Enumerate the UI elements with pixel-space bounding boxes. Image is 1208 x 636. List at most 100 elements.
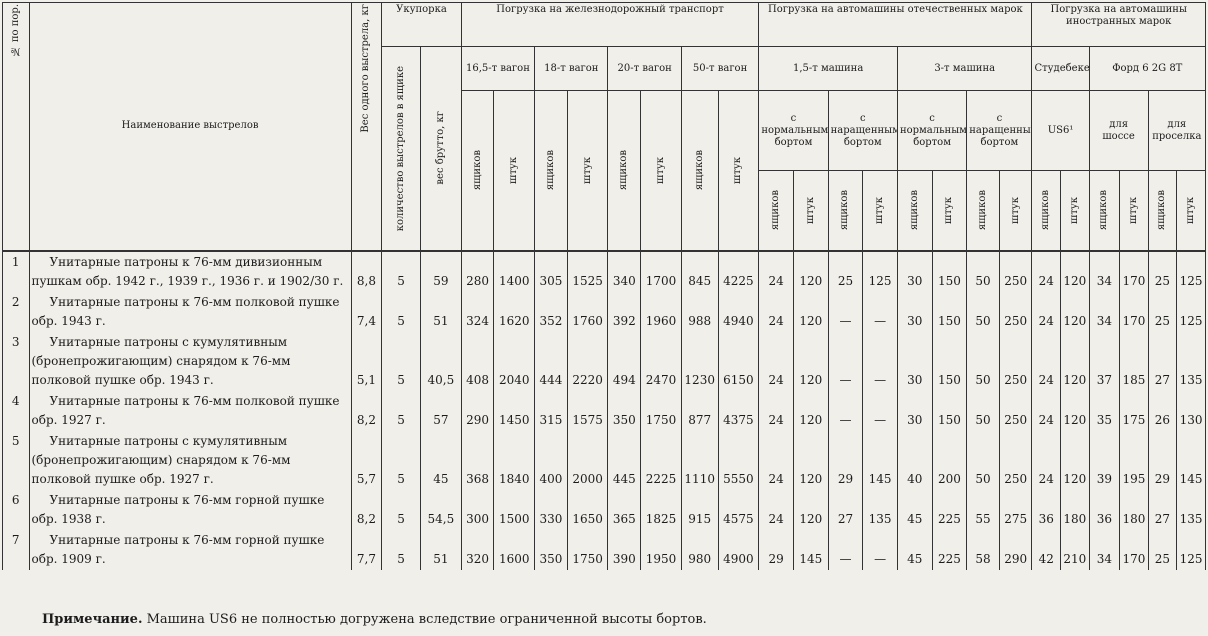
table-body: 1 Унитарные патроны к 76-мм дивизионным п… (2, 250, 1206, 570)
header-cell: для шоссе (1088, 90, 1149, 171)
header-cell: штук (717, 90, 760, 251)
table-row: 3 Унитарные патроны с кумулятивным (броне… (2, 331, 1206, 391)
value-cell: 1230 (680, 331, 719, 391)
value-cell: 24 (758, 250, 794, 292)
value-cell: 120 (1060, 390, 1090, 431)
value-cell: 29 (758, 529, 794, 570)
value-cell: — (827, 291, 864, 332)
value-cell: — (862, 291, 898, 332)
header-cell: штук (1176, 170, 1206, 251)
value-cell: 50 (966, 390, 1000, 431)
value-cell: 5,1 (350, 331, 383, 391)
value-cell: 1525 (566, 250, 609, 292)
value-cell: 34 (1088, 250, 1121, 292)
value-cell: 5 (381, 331, 421, 391)
value-cell: 8,2 (350, 390, 383, 431)
shot-name: Унитарные патроны к 76-мм полковой пушке… (28, 291, 352, 332)
unit-label: ящиков (908, 190, 920, 231)
header-cell: с нормальным бортом (896, 90, 968, 171)
header-cell: штук (998, 170, 1033, 251)
header-cell: вес брутто, кг (434, 111, 446, 186)
header-cell: с наращенным бортом (966, 90, 1033, 171)
value-cell: 30 (896, 250, 933, 292)
header-cell: ящиков (758, 170, 794, 251)
header-cell: 16,5-т вагон (460, 46, 536, 91)
unit-label: ящиков (977, 190, 989, 231)
shot-name: Унитарные патроны к 76-мм горной пушке о… (28, 529, 352, 570)
value-cell: 120 (1060, 250, 1090, 292)
value-cell: 40,5 (419, 331, 462, 391)
value-cell: 54,5 (419, 489, 462, 530)
value-cell: 120 (1060, 331, 1090, 391)
value-cell: 27 (827, 489, 864, 530)
value-cell: 877 (680, 390, 719, 431)
value-cell: 50 (966, 250, 1000, 292)
value-cell: 4575 (717, 489, 760, 530)
header-cell: ящиков (1031, 170, 1062, 251)
value-cell: 45 (419, 430, 462, 490)
value-cell: 4940 (717, 291, 760, 332)
unit-label: штук (1068, 196, 1080, 224)
header-cell: ящиков (1147, 170, 1178, 251)
header-cell: Форд 6 2G 8T (1088, 46, 1207, 91)
value-cell: 2040 (493, 331, 536, 391)
value-cell: 4900 (717, 529, 760, 570)
value-cell: 25 (827, 250, 864, 292)
value-cell: 180 (1060, 489, 1090, 530)
value-cell: 5 (381, 291, 421, 332)
value-cell: 408 (460, 331, 495, 391)
header-cell: Укупорка (381, 2, 462, 47)
header-cell: 18-т вагон (534, 46, 609, 91)
row-number: 4 (2, 390, 30, 431)
header-cell: 1,5-т машина (758, 46, 898, 91)
unit-label: ящиков (770, 190, 782, 231)
header-cell: штук (1060, 170, 1090, 251)
value-cell: 42 (1031, 529, 1062, 570)
shot-name: Унитарные патроны с кумулятивным (бронеп… (28, 430, 352, 490)
value-cell: 225 (931, 529, 968, 570)
value-cell: 2000 (566, 430, 609, 490)
value-cell: 58 (966, 529, 1000, 570)
value-cell: 305 (534, 250, 568, 292)
unit-label: штук (1009, 196, 1021, 224)
header-cell: № по пор. (9, 4, 21, 57)
value-cell: 350 (534, 529, 568, 570)
value-cell: 135 (1176, 489, 1206, 530)
value-cell: 40 (896, 430, 933, 490)
value-cell: 36 (1088, 489, 1121, 530)
value-cell: 275 (998, 489, 1033, 530)
value-cell: 120 (792, 430, 829, 490)
value-cell: 125 (862, 250, 898, 292)
value-cell: 5 (381, 390, 421, 431)
value-cell: — (862, 529, 898, 570)
value-cell: 120 (792, 331, 829, 391)
value-cell: 7,7 (350, 529, 383, 570)
unit-label: штук (581, 156, 593, 184)
value-cell: 250 (998, 250, 1033, 292)
value-cell: 1650 (566, 489, 609, 530)
value-cell: 368 (460, 430, 495, 490)
header-cell: Вес одного выстрела, кг (360, 4, 372, 133)
unit-label: ящиков (1040, 190, 1052, 231)
value-cell: 1110 (680, 430, 719, 490)
row-number: 5 (2, 430, 30, 490)
table-row: 5 Унитарные патроны с кумулятивным (броне… (2, 430, 1206, 490)
header-cell: ящиков (680, 90, 719, 251)
header-cell: ящиков (827, 170, 864, 251)
value-cell: 392 (607, 291, 642, 332)
value-cell: 350 (607, 390, 642, 431)
header-cell: 50-т вагон (680, 46, 760, 91)
unit-label: штук (654, 156, 666, 184)
unit-label: штук (508, 156, 520, 184)
value-cell: 2225 (640, 430, 682, 490)
value-cell: 315 (534, 390, 568, 431)
value-cell: 57 (419, 390, 462, 431)
header-cell: Погрузка на автомашины отечественных мар… (758, 2, 1033, 47)
value-cell: 25 (1147, 529, 1178, 570)
value-cell: 280 (460, 250, 495, 292)
value-cell: 25 (1147, 291, 1178, 332)
value-cell: 120 (792, 250, 829, 292)
value-cell: 4225 (717, 250, 760, 292)
shot-name: Унитарные патроны к 76-мм горной пушке о… (28, 489, 352, 530)
